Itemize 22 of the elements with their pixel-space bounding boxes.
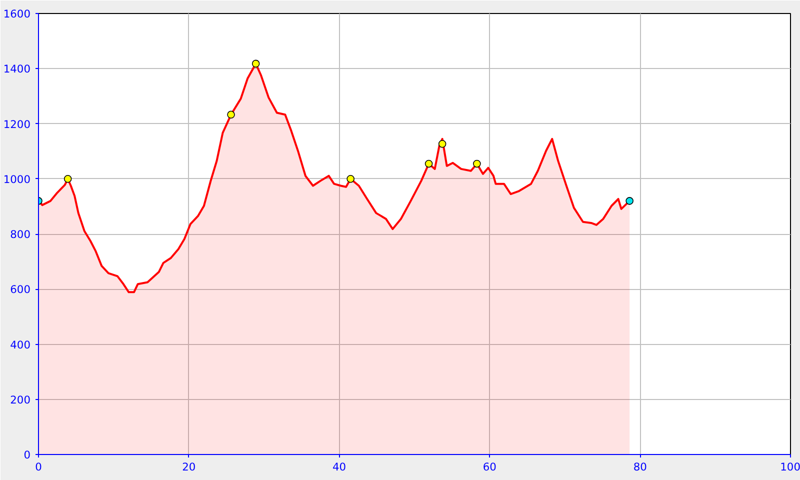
y-tick-label: 200	[10, 393, 31, 406]
y-tick-label: 1400	[3, 62, 31, 76]
y-tick-label: 600	[10, 283, 31, 296]
point	[346, 174, 354, 183]
point	[64, 174, 72, 183]
y-tick-label: 1600	[3, 8, 31, 20]
x-tick-label: 40	[332, 460, 346, 474]
y-tick-label: 800	[10, 228, 31, 241]
y-tick-label: 0	[24, 448, 31, 462]
x-tick-label: 80	[633, 460, 648, 474]
point	[252, 60, 260, 68]
y-tick-label: 1200	[3, 118, 31, 131]
point	[473, 160, 481, 168]
x-tick-label: 100	[780, 460, 800, 474]
x-tick-label: 20	[182, 460, 196, 474]
y-tick-label: 400	[10, 338, 31, 352]
point	[424, 160, 433, 168]
y-tick-label: 1000	[3, 172, 31, 186]
x-tick-label: 0	[35, 460, 42, 474]
point	[438, 140, 446, 148]
x-tick-label: 60	[482, 460, 497, 474]
point	[227, 110, 235, 119]
